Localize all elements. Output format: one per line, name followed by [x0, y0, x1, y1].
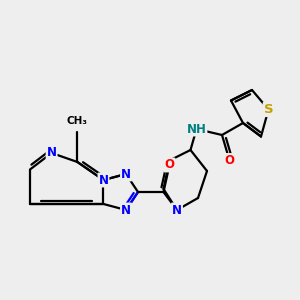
Text: O: O: [164, 158, 175, 172]
Text: N: N: [98, 173, 109, 187]
Text: S: S: [264, 103, 273, 116]
Text: N: N: [121, 203, 131, 217]
Text: N: N: [46, 146, 57, 160]
Text: N: N: [172, 203, 182, 217]
Text: O: O: [224, 154, 235, 167]
Text: NH: NH: [187, 122, 206, 136]
Text: CH₃: CH₃: [67, 116, 88, 126]
Text: N: N: [121, 167, 131, 181]
